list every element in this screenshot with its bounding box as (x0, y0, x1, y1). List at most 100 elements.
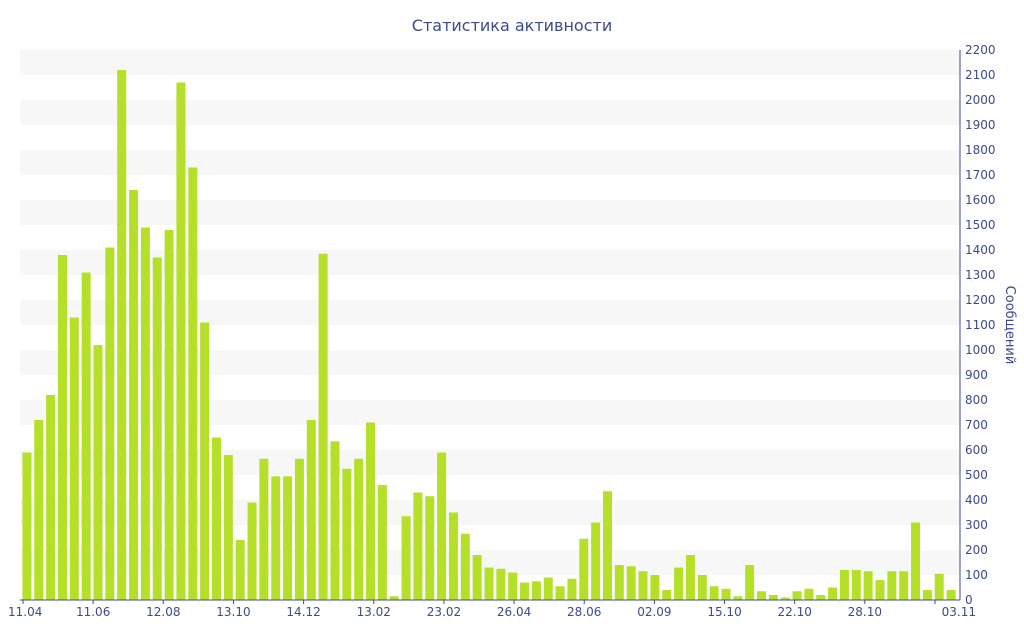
bar (674, 567, 684, 600)
x-tick-label: 28.10 (848, 605, 882, 619)
bar (437, 452, 447, 600)
bar (164, 230, 174, 600)
bar (22, 452, 32, 600)
grid-band (20, 150, 960, 175)
bar (211, 437, 221, 600)
y-tick-label: 1700 (965, 168, 996, 182)
bar (330, 441, 340, 600)
bar (543, 577, 553, 600)
x-tick-label: 15.10 (707, 605, 741, 619)
bar (389, 596, 399, 600)
y-tick-label: 1300 (965, 268, 996, 282)
bar (922, 590, 932, 600)
bar (176, 82, 186, 600)
bar (413, 492, 423, 600)
x-axis-ticks: 11.04 11.06 12.08 13.10 14.12 13.02 23.02 26.04… (8, 600, 976, 619)
y-tick-label: 2000 (965, 93, 996, 107)
bar (318, 253, 328, 600)
y-tick-label: 0 (965, 593, 973, 607)
bar (306, 420, 316, 600)
bar (792, 591, 802, 600)
x-tick-label: 22.10 (778, 605, 812, 619)
bar (602, 491, 612, 600)
bar (591, 522, 601, 600)
bar (721, 588, 731, 600)
y-tick-label: 1900 (965, 118, 996, 132)
bar (140, 227, 150, 600)
x-tick-label: 26.04 (497, 605, 531, 619)
bar (757, 591, 766, 600)
bar (294, 458, 304, 600)
bar (342, 468, 352, 600)
bar (638, 571, 648, 600)
bar (247, 502, 257, 600)
bar (448, 512, 458, 600)
bar (69, 317, 79, 600)
bar (946, 590, 956, 600)
y-tick-label: 1200 (965, 293, 996, 307)
bar (863, 571, 873, 600)
bar (425, 496, 435, 600)
bar (105, 247, 115, 600)
bar (697, 575, 707, 600)
bar (235, 540, 245, 600)
bar (804, 588, 814, 600)
bar (851, 570, 861, 600)
bar (472, 555, 482, 600)
bar (200, 322, 210, 600)
bar (839, 570, 849, 600)
bar (81, 272, 91, 600)
x-tick-label: 03.11 (942, 605, 976, 619)
bar (685, 555, 695, 600)
x-tick-label: 13.02 (357, 605, 391, 619)
bar (934, 573, 944, 600)
y-tick-label: 700 (965, 418, 988, 432)
bar (34, 420, 44, 600)
y-axis-label: Сообщений (1002, 286, 1017, 365)
bar (93, 345, 103, 600)
bar (816, 595, 826, 600)
x-tick-label: 12.08 (146, 605, 180, 619)
y-tick-label: 1000 (965, 343, 996, 357)
bar (129, 190, 139, 600)
bar (555, 586, 565, 600)
bar (508, 572, 518, 600)
bar (484, 567, 494, 600)
bar (283, 476, 293, 600)
bar (354, 458, 364, 600)
y-tick-label: 1800 (965, 143, 996, 157)
y-tick-label: 1600 (965, 193, 996, 207)
bar (899, 571, 909, 600)
x-tick-label: 11.06 (76, 605, 110, 619)
bar (223, 455, 233, 600)
bar (745, 565, 755, 600)
x-tick-label: 02.09 (637, 605, 671, 619)
bar (188, 167, 198, 600)
x-tick-label: 14.12 (286, 605, 320, 619)
y-tick-label: 1100 (965, 318, 996, 332)
bar (259, 458, 269, 600)
bar-series (22, 70, 956, 600)
bar (614, 565, 624, 600)
y-tick-label: 400 (965, 493, 988, 507)
y-tick-label: 600 (965, 443, 988, 457)
bar (662, 590, 672, 600)
grid-band (20, 100, 960, 125)
x-tick-label: 13.10 (216, 605, 250, 619)
bar (650, 575, 660, 600)
chart-title: Статистика активности (412, 16, 612, 35)
bar (567, 578, 577, 600)
bar (46, 395, 56, 600)
y-tick-label: 1500 (965, 218, 996, 232)
y-tick-label: 1400 (965, 243, 996, 257)
x-tick-label: 11.04 (8, 605, 42, 619)
bar (117, 70, 127, 600)
y-tick-label: 800 (965, 393, 988, 407)
bar (520, 582, 530, 600)
x-tick-label: 23.02 (427, 605, 461, 619)
bar (401, 516, 411, 600)
bar (531, 581, 541, 600)
bar (377, 485, 387, 600)
